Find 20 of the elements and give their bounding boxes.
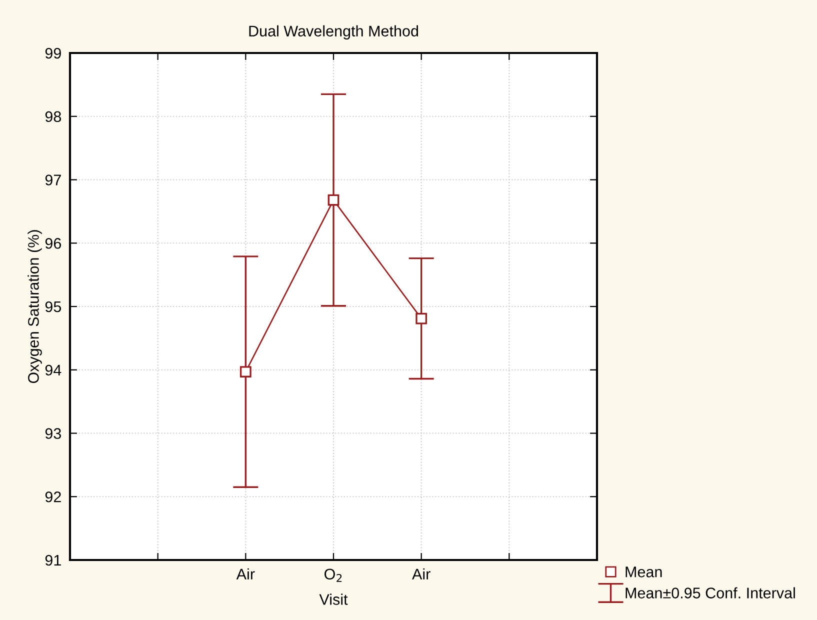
y-tick-label: 96 xyxy=(45,238,61,249)
y-tick-label: 98 xyxy=(45,111,62,122)
y-tick-label: 93 xyxy=(45,428,61,439)
x-tick-label: Air xyxy=(412,568,430,580)
y-tick-label: 99 xyxy=(45,48,61,59)
x-tick-label: O$_{2}$ xyxy=(324,568,342,582)
x-tick-label: Air xyxy=(236,568,255,580)
text: Mean±0.95 Conf. Interval xyxy=(626,587,795,598)
y-tick-label: 95 xyxy=(45,301,62,312)
y-tick-label: 94 xyxy=(45,364,62,376)
legend-label: Mean xyxy=(626,566,662,578)
y-axis-title: Oxygen Saturation (%) xyxy=(28,230,42,384)
chart-title: Dual Wavelength Method xyxy=(249,25,418,40)
y-tick-label: 92 xyxy=(45,491,61,502)
point xyxy=(328,194,340,206)
y-tick-label: 91 xyxy=(45,554,61,566)
x-axis-title: Visit xyxy=(319,594,348,605)
y-tick-label: 97 xyxy=(45,174,61,186)
point xyxy=(240,366,252,378)
point xyxy=(416,312,428,324)
